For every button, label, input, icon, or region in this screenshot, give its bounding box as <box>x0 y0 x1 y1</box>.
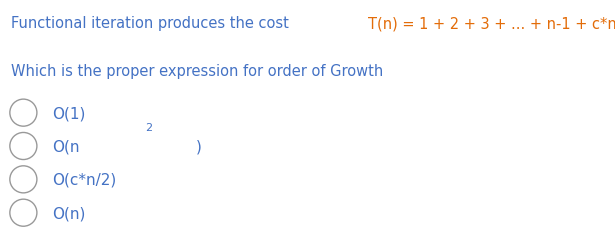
Text: T(n) = 1 + 2 + 3 + ... + n-1 + c*n: T(n) = 1 + 2 + 3 + ... + n-1 + c*n <box>368 16 615 31</box>
Text: O(1): O(1) <box>52 106 85 121</box>
Text: Which is the proper expression for order of Growth: Which is the proper expression for order… <box>11 64 383 79</box>
Text: O(c*n/2): O(c*n/2) <box>52 172 116 187</box>
Text: O(n): O(n) <box>52 205 85 220</box>
Text: O(n: O(n <box>52 139 80 154</box>
Text: Functional iteration produces the cost: Functional iteration produces the cost <box>11 16 293 31</box>
Text: ): ) <box>196 139 202 154</box>
Text: 2: 2 <box>145 123 152 133</box>
